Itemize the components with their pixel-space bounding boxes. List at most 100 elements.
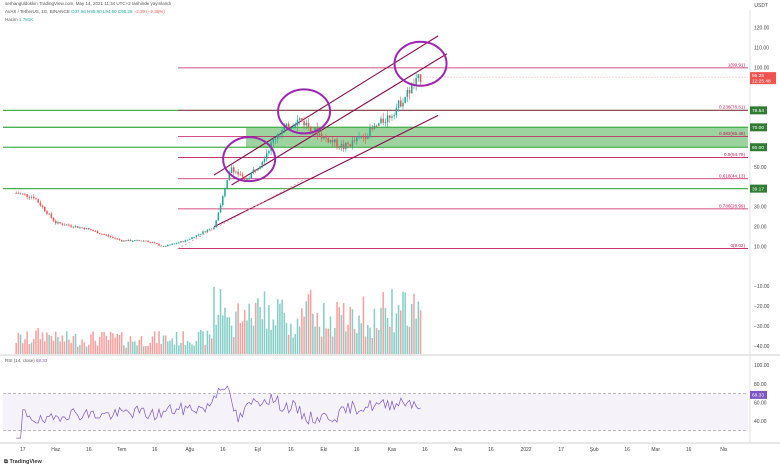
volume-bar bbox=[162, 335, 165, 354]
volume-bar bbox=[296, 318, 299, 354]
price-tick-label: 20.00 bbox=[754, 225, 767, 231]
volume-bar bbox=[167, 341, 169, 354]
volume-bar bbox=[125, 347, 127, 354]
volume-bar bbox=[395, 313, 398, 354]
candle-body bbox=[173, 243, 176, 245]
candle-body bbox=[301, 118, 303, 122]
candle-body bbox=[364, 137, 367, 139]
candle-body bbox=[281, 130, 283, 135]
time-tick-label: Eki bbox=[320, 447, 327, 453]
volume-bar bbox=[224, 307, 226, 354]
candle-body bbox=[68, 224, 70, 226]
candle-body bbox=[61, 223, 64, 225]
volume-bar bbox=[358, 315, 360, 354]
volume-bar bbox=[103, 332, 105, 354]
volume-bar bbox=[219, 289, 222, 354]
symbol-line: AVAX / TetherUS, 1G, BINANCE O37.56 H99.… bbox=[5, 9, 165, 14]
candle-body bbox=[373, 125, 376, 129]
candle-body bbox=[237, 171, 239, 175]
volume-bar bbox=[406, 325, 409, 354]
volume-bar bbox=[276, 299, 279, 354]
candle-body bbox=[153, 242, 156, 244]
volume-bar bbox=[400, 310, 402, 354]
volume-bar bbox=[327, 328, 330, 354]
tradingview-logo: ⧉ TradingView bbox=[4, 459, 42, 466]
candle-body bbox=[41, 205, 44, 207]
time-tick-label: 16 bbox=[422, 447, 428, 453]
candle-body bbox=[50, 213, 53, 218]
currency-label: USDT bbox=[754, 3, 768, 9]
volume-bar bbox=[65, 331, 68, 354]
volume-bar bbox=[213, 286, 215, 354]
level-badge bbox=[750, 143, 767, 152]
fib-label: 1(99.91) bbox=[728, 62, 746, 67]
volume-bar bbox=[105, 335, 108, 354]
candle-body bbox=[362, 136, 365, 138]
volume-bar bbox=[419, 310, 422, 354]
candle-body bbox=[257, 168, 259, 171]
volume-bar bbox=[309, 289, 312, 354]
level-badge-label: 39.17 bbox=[752, 186, 764, 192]
volume-bar bbox=[26, 331, 28, 354]
volume-bar bbox=[197, 331, 200, 354]
fib-label: 0.382(65.45) bbox=[719, 131, 746, 136]
rsi-line bbox=[16, 385, 421, 439]
candle-body bbox=[268, 150, 270, 154]
volume-bar bbox=[156, 343, 158, 354]
candle-body bbox=[217, 212, 220, 221]
level-badge bbox=[750, 106, 767, 115]
volume-bar bbox=[292, 337, 294, 354]
volume-bar bbox=[232, 337, 235, 354]
candle-body bbox=[345, 142, 347, 149]
candle-body bbox=[140, 240, 143, 242]
candle-body bbox=[318, 133, 321, 136]
volume-line: Hacim 1.781K bbox=[5, 17, 33, 22]
candle-body bbox=[76, 226, 79, 228]
volume-bar bbox=[206, 330, 209, 354]
candle-body bbox=[164, 246, 167, 247]
volume-bar bbox=[182, 331, 184, 354]
candle-body bbox=[105, 234, 108, 236]
volume-bar bbox=[307, 294, 310, 354]
candle-body bbox=[116, 238, 119, 240]
candle-body bbox=[24, 193, 26, 195]
volume-bar bbox=[112, 333, 114, 354]
time-tick-label: 16 bbox=[86, 447, 92, 453]
candle-body bbox=[28, 196, 31, 198]
volume-bar bbox=[158, 331, 160, 354]
fib-diagonal-dashed bbox=[177, 178, 306, 249]
rsi-tick-label: 80.00 bbox=[754, 382, 767, 388]
volume-bar bbox=[59, 341, 61, 354]
ohlc-open: O37.56 bbox=[71, 9, 86, 14]
volume-bar bbox=[37, 327, 39, 354]
candle-body bbox=[261, 161, 264, 167]
level-badge-label: 78.54 bbox=[752, 108, 764, 114]
channel-lower-line bbox=[213, 114, 439, 228]
volume-bar bbox=[248, 303, 250, 354]
volume-bar bbox=[287, 334, 290, 354]
volume-bar bbox=[118, 334, 121, 354]
price-tick-label: 120.00 bbox=[754, 26, 770, 32]
volume-bar bbox=[79, 344, 81, 354]
candle-body bbox=[367, 137, 369, 139]
volume-bar bbox=[316, 313, 319, 354]
candle-body bbox=[70, 225, 72, 227]
candle-body bbox=[151, 242, 154, 243]
candle-body bbox=[191, 237, 193, 239]
candle-body bbox=[349, 144, 351, 147]
candle-body bbox=[98, 233, 101, 235]
volume-bar bbox=[345, 331, 347, 354]
volume-bar bbox=[391, 289, 393, 354]
candle-body bbox=[279, 134, 281, 136]
price-tick-label: −10.00 bbox=[754, 284, 770, 290]
price-tick-label: 50.00 bbox=[754, 165, 767, 171]
candle-body bbox=[246, 179, 248, 181]
candle-body bbox=[138, 240, 141, 241]
candle-body bbox=[384, 122, 387, 124]
candle-body bbox=[314, 127, 316, 132]
candle-body bbox=[186, 239, 189, 241]
volume-bar bbox=[180, 342, 182, 354]
candle-body bbox=[307, 122, 310, 127]
volume-bar bbox=[364, 336, 367, 354]
ohlc-high: H99.90 bbox=[87, 9, 102, 14]
